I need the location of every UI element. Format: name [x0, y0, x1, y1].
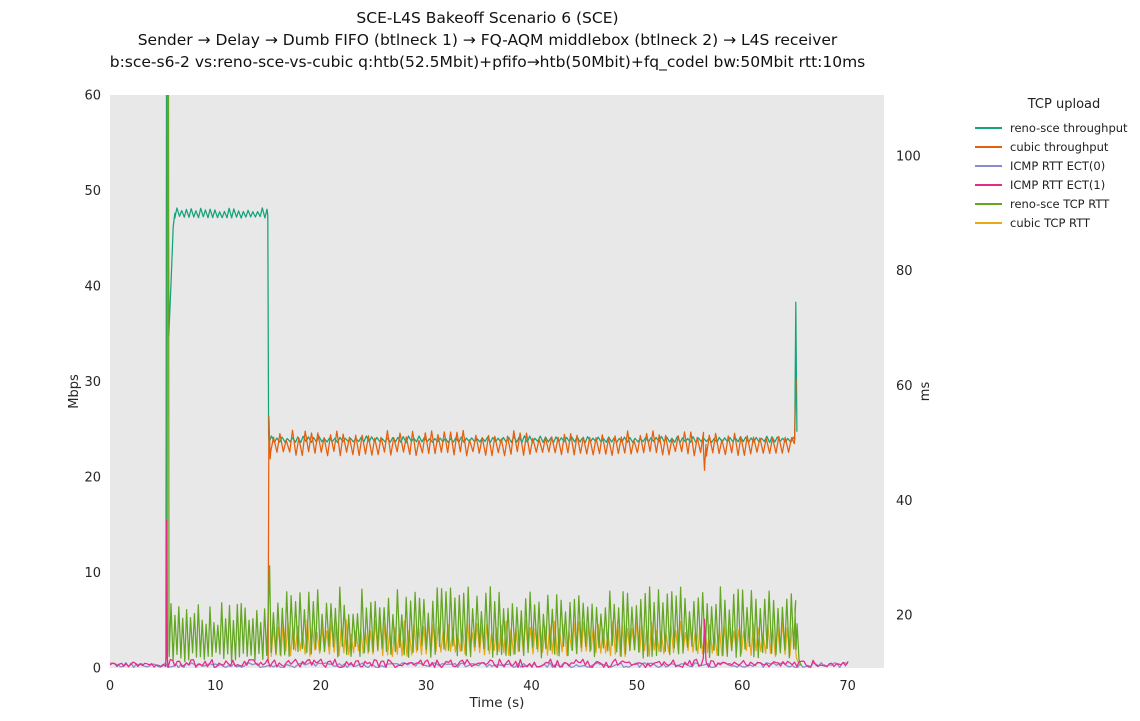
- left-axis-tick-label: 40: [84, 280, 101, 295]
- series-line-icmp-rtt-ect-1-: [110, 519, 849, 668]
- legend-item-icmp-rtt-ect-1-: ICMP RTT ECT(1): [975, 175, 1135, 194]
- legend-swatch-icon: [975, 183, 1002, 186]
- legend-swatch-icon: [975, 221, 1002, 224]
- left-axis-tick-label: 0: [93, 662, 101, 677]
- left-axis-tick-label: 20: [84, 471, 101, 486]
- legend-item-label: cubic TCP RTT: [1010, 215, 1091, 230]
- x-axis-tick-label: 30: [418, 679, 435, 694]
- x-axis-tick-label: 0: [106, 679, 114, 694]
- legend-item-label: cubic throughput: [1010, 139, 1109, 154]
- series-line-reno-sce-throughput: [165, 95, 798, 665]
- x-axis-tick-label: 10: [207, 679, 224, 694]
- chart-title-line3: b:sce-s6-2 vs:reno-sce-vs-cubic q:htb(52…: [109, 53, 866, 71]
- left-axis-tick-label: 60: [84, 89, 101, 104]
- chart-title-line2: Sender → Delay → Dumb FIFO (btlneck 1) →…: [137, 31, 838, 49]
- right-axis-tick-label: 80: [896, 264, 913, 279]
- x-axis-tick-label: 20: [312, 679, 329, 694]
- legend-item-label: ICMP RTT ECT(1): [1010, 177, 1106, 192]
- right-axis-tick-label: 100: [896, 149, 921, 164]
- plot-background: [110, 95, 884, 668]
- left-axis-tick-label: 30: [84, 375, 101, 390]
- x-axis-tick-label: 60: [734, 679, 751, 694]
- x-axis-tick-label: 70: [839, 679, 856, 694]
- chart-title: SCE-L4S Bakeoff Scenario 6 (SCE) Sender …: [0, 7, 975, 73]
- y-axis-label-right: ms: [918, 381, 934, 402]
- legend-swatch-icon: [975, 202, 1002, 205]
- legend-item-icmp-rtt-ect-0-: ICMP RTT ECT(0): [975, 156, 1135, 175]
- legend-item-cubic-throughput: cubic throughput: [975, 137, 1135, 156]
- y-axis-label-left: Mbps: [66, 374, 82, 409]
- x-axis-tick-label: 40: [523, 679, 540, 694]
- legend-item-reno-sce-tcp-rtt: reno-sce TCP RTT: [975, 194, 1135, 213]
- legend-item-label: reno-sce TCP RTT: [1010, 196, 1110, 211]
- x-axis-tick-label: 50: [629, 679, 646, 694]
- left-axis-tick-label: 50: [84, 184, 101, 199]
- legend-swatch-icon: [975, 126, 1002, 129]
- series-line-cubic-throughput: [267, 378, 797, 663]
- x-axis-label: Time (s): [469, 695, 525, 711]
- legend-swatch-icon: [975, 164, 1002, 167]
- right-axis-tick-label: 20: [896, 609, 913, 624]
- legend-item-cubic-tcp-rtt: cubic TCP RTT: [975, 213, 1135, 232]
- legend-item-label: reno-sce throughput: [1010, 120, 1128, 135]
- right-axis-tick-label: 60: [896, 379, 913, 394]
- series-line-reno-sce-tcp-rtt: [166, 95, 802, 666]
- legend-swatch-icon: [975, 145, 1002, 148]
- legend: TCP upload reno-sce throughput cubic thro…: [975, 97, 1135, 232]
- legend-item-reno-sce-throughput: reno-sce throughput: [975, 118, 1135, 137]
- legend-title: TCP upload: [1027, 97, 1101, 112]
- chart-title-line1: SCE-L4S Bakeoff Scenario 6 (SCE): [356, 9, 619, 27]
- left-axis-tick-label: 10: [84, 566, 101, 581]
- legend-list: reno-sce throughput cubic throughput ICMP …: [975, 118, 1135, 232]
- legend-item-label: ICMP RTT ECT(0): [1010, 158, 1106, 173]
- right-axis-tick-label: 40: [896, 494, 913, 509]
